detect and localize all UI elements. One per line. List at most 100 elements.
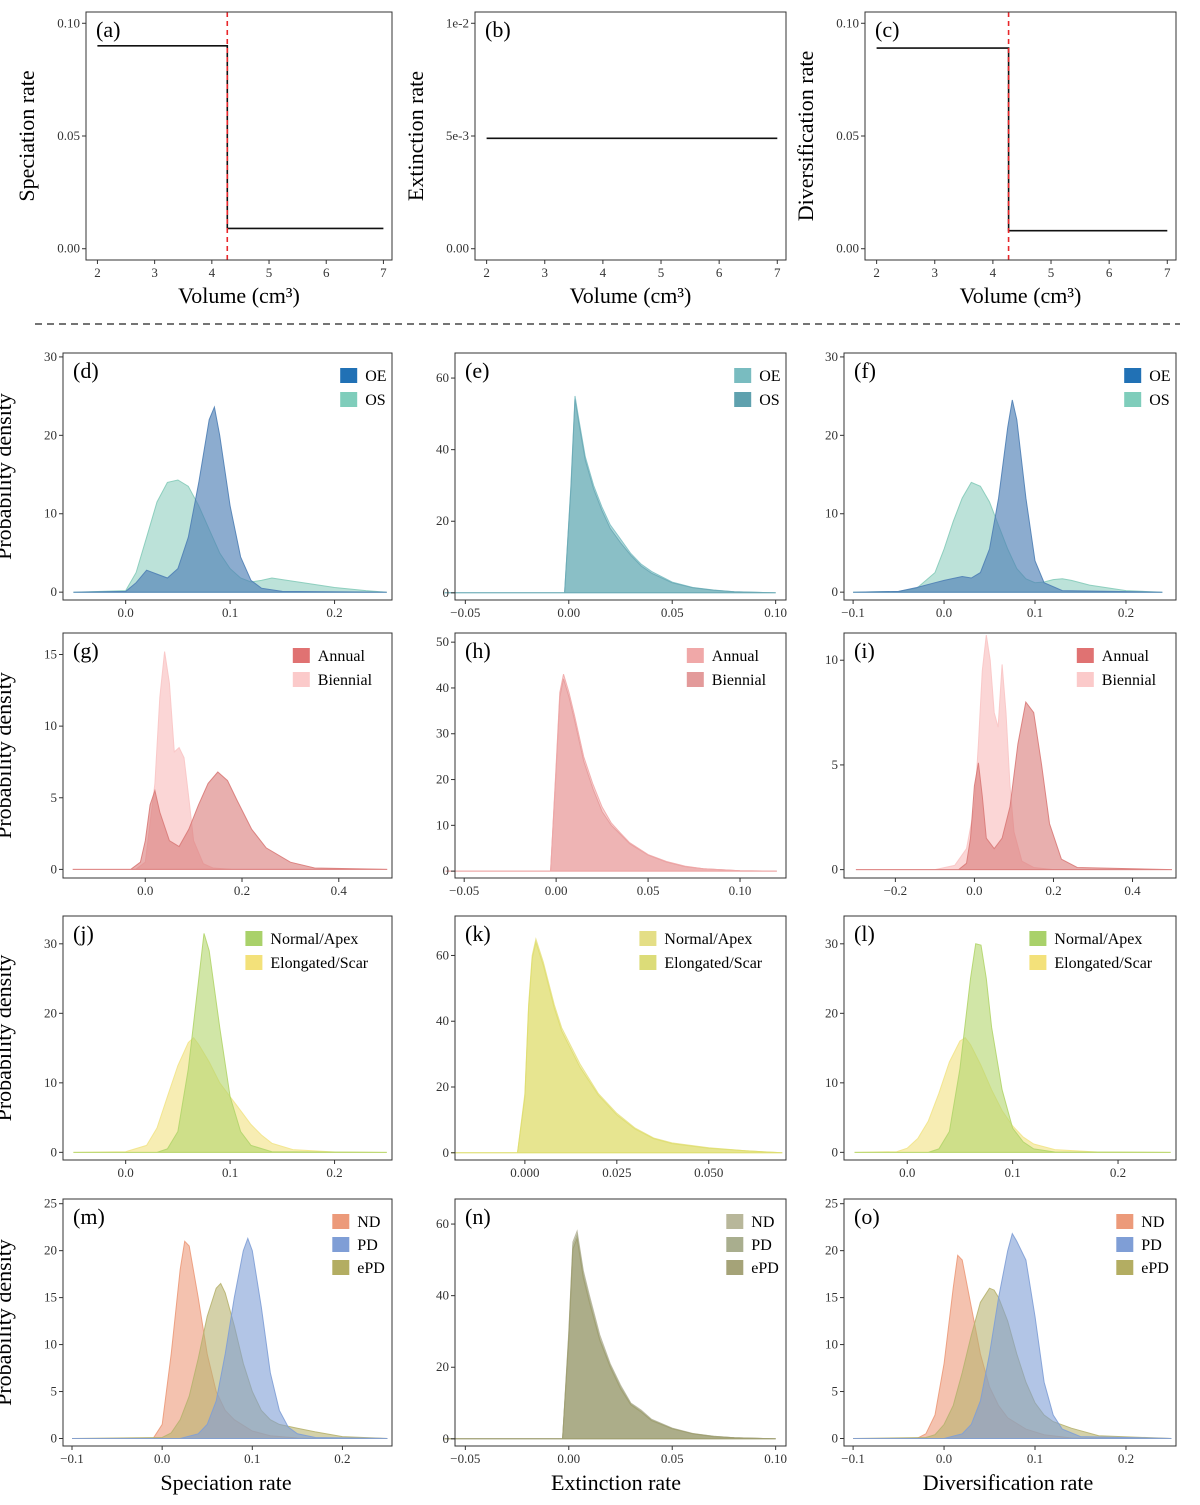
plot-frame-d (62, 352, 393, 601)
plot-frame-m (62, 1198, 393, 1447)
y-tick-label-m: 15 (44, 1290, 57, 1305)
x-tick-label-g: 0.4 (331, 883, 348, 898)
x-tick-label-n: 0.05 (661, 1451, 684, 1466)
y-tick-label-g: 15 (44, 646, 57, 661)
y-tick-label-c: 0.10 (836, 15, 859, 30)
x-tick-label-d: 0.2 (326, 605, 342, 620)
x-tick-label-k: 0.000 (510, 1165, 539, 1180)
panel-l: 0.0 0.1 0.2 0 10 20 30 (l) Normal/Apex Elongated/… (825, 915, 1177, 1180)
panel-n: −0.05 0.00 0.05 0.10 0 20 40 60 (n) ND PD ePD (436, 1198, 787, 1466)
panel-i: −0.2 0.0 0.2 0.4 0 5 10 (i) Annual Biennial (825, 632, 1177, 898)
density-m-pd (72, 1236, 388, 1439)
legend-label-h: Annual (712, 648, 760, 665)
plot-frame-e (454, 352, 787, 601)
panel-label-g: (g) (73, 638, 99, 663)
panel-label-a: (a) (96, 17, 120, 42)
rate-line-c (876, 47, 1168, 232)
x-tick-label-k: 0.025 (602, 1165, 631, 1180)
x-tick-label-b: 5 (658, 265, 665, 280)
plot-frame-b (474, 11, 787, 261)
x-tick-label-c: 2 (873, 265, 880, 280)
x-axis-title-a: Volume (cm³) (178, 283, 300, 308)
legend-swatch-l (1029, 955, 1047, 970)
y-tick-label-d: 0 (51, 584, 58, 599)
legend-swatch-e (734, 368, 752, 383)
y-axis-title-m: Probability density (0, 1239, 16, 1406)
density-d-oe (73, 405, 387, 593)
y-tick-label-o: 20 (825, 1243, 838, 1258)
y-tick-label-m: 0 (51, 1430, 58, 1445)
legend-label-l: Normal/Apex (1054, 931, 1142, 948)
panel-label-h: (h) (465, 638, 491, 663)
panel-h: −0.05 0.00 0.05 0.10 0 10 20 30 40 50 (h) Annual Bie… (436, 632, 787, 898)
y-tick-label-h: 30 (436, 726, 449, 741)
legend-label-f: OE (1149, 368, 1170, 385)
plot-frame-i (843, 632, 1177, 879)
y-tick-label-f: 20 (825, 427, 838, 442)
y-tick-label-i: 5 (832, 757, 839, 772)
y-tick-label-o: 10 (825, 1337, 838, 1352)
legend-swatch-n (726, 1260, 744, 1275)
x-tick-label-h: −0.05 (449, 883, 479, 898)
x-tick-label-e: 0.10 (764, 605, 787, 620)
legend-swatch-g (292, 672, 310, 687)
y-axis-title-c: Diversification rate (793, 51, 818, 221)
y-tick-label-m: 20 (44, 1243, 57, 1258)
legend-swatch-i (1076, 648, 1094, 663)
x-tick-label-e: 0.00 (557, 605, 580, 620)
legend-label-m: PD (357, 1237, 377, 1254)
x-tick-label-e: −0.05 (450, 605, 480, 620)
y-tick-label-l: 20 (825, 1005, 838, 1020)
x-tick-label-m: 0.1 (244, 1451, 260, 1466)
y-tick-label-c: 0.05 (836, 128, 859, 143)
x-tick-label-h: 0.00 (545, 883, 568, 898)
x-tick-label-k: 0.050 (694, 1165, 723, 1180)
y-tick-label-d: 30 (44, 349, 57, 364)
panel-b: 2 3 4 5 6 7 0.00 5e-3 1e-2 (b) Extinction rate Volu… (403, 11, 787, 308)
y-tick-label-n: 0 (443, 1431, 450, 1446)
y-tick-label-k: 20 (436, 1079, 449, 1094)
x-tick-label-c: 3 (932, 265, 939, 280)
y-tick-label-l: 0 (832, 1144, 839, 1159)
y-tick-label-n: 20 (436, 1359, 449, 1374)
y-tick-label-e: 0 (443, 585, 450, 600)
x-tick-label-l: 0.0 (899, 1165, 915, 1180)
panel-label-d: (d) (73, 358, 99, 383)
x-tick-label-g: 0.2 (234, 883, 250, 898)
legend-label-i: Biennial (1102, 672, 1157, 689)
density-e-os (444, 399, 776, 594)
panel-o: −0.1 0.0 0.1 0.2 0 5 10 15 20 25 (o) ND PD ePD (825, 1196, 1177, 1466)
legend-label-o: PD (1141, 1237, 1161, 1254)
density-k-elongated-scar (451, 940, 783, 1154)
panel-a: 2 3 4 5 6 7 0.00 0.05 0.10 (a) Speciation rate Volu… (14, 11, 393, 308)
plot-frame-c (864, 11, 1177, 261)
legend-label-j: Normal/Apex (270, 931, 358, 948)
legend-swatch-n (726, 1214, 744, 1229)
legend-label-o: ePD (1141, 1260, 1169, 1277)
panel-label-m: (m) (73, 1204, 105, 1229)
y-axis-title-g: Probability density (0, 672, 16, 839)
x-tick-label-i: 0.0 (966, 883, 982, 898)
y-tick-label-o: 15 (825, 1290, 838, 1305)
x-tick-label-n: −0.05 (450, 1451, 480, 1466)
plot-frame-a (85, 11, 393, 261)
legend-label-l: Elongated/Scar (1054, 955, 1152, 972)
x-title-diversification: Diversification rate (923, 1470, 1093, 1495)
panel-e: −0.05 0.00 0.05 0.10 0 20 40 60 (e) OE OS (436, 352, 787, 620)
y-tick-label-m: 5 (51, 1384, 58, 1399)
panel-k: 0.000 0.025 0.050 0 20 40 60 (k) Normal/Apex Elon… (436, 915, 787, 1180)
legend-swatch-d (340, 368, 358, 383)
x-tick-label-d: 0.1 (222, 605, 238, 620)
legend-swatch-i (1076, 672, 1094, 687)
x-tick-label-b: 2 (483, 265, 490, 280)
plot-frame-n (454, 1198, 787, 1447)
x-tick-label-o: 0.1 (1027, 1451, 1043, 1466)
legend-label-n: ND (751, 1214, 774, 1231)
panel-c: 2 3 4 5 6 7 0.00 0.05 0.10 (c) Diversification rat… (793, 11, 1177, 308)
x-tick-label-c: 4 (990, 265, 997, 280)
panel-m: −0.1 0.0 0.1 0.2 0 5 10 15 20 25 (m) Probability de… (0, 1196, 393, 1466)
x-tick-label-n: 0.00 (557, 1451, 580, 1466)
x-tick-label-a: 4 (209, 265, 216, 280)
legend-label-m: ePD (357, 1260, 385, 1277)
